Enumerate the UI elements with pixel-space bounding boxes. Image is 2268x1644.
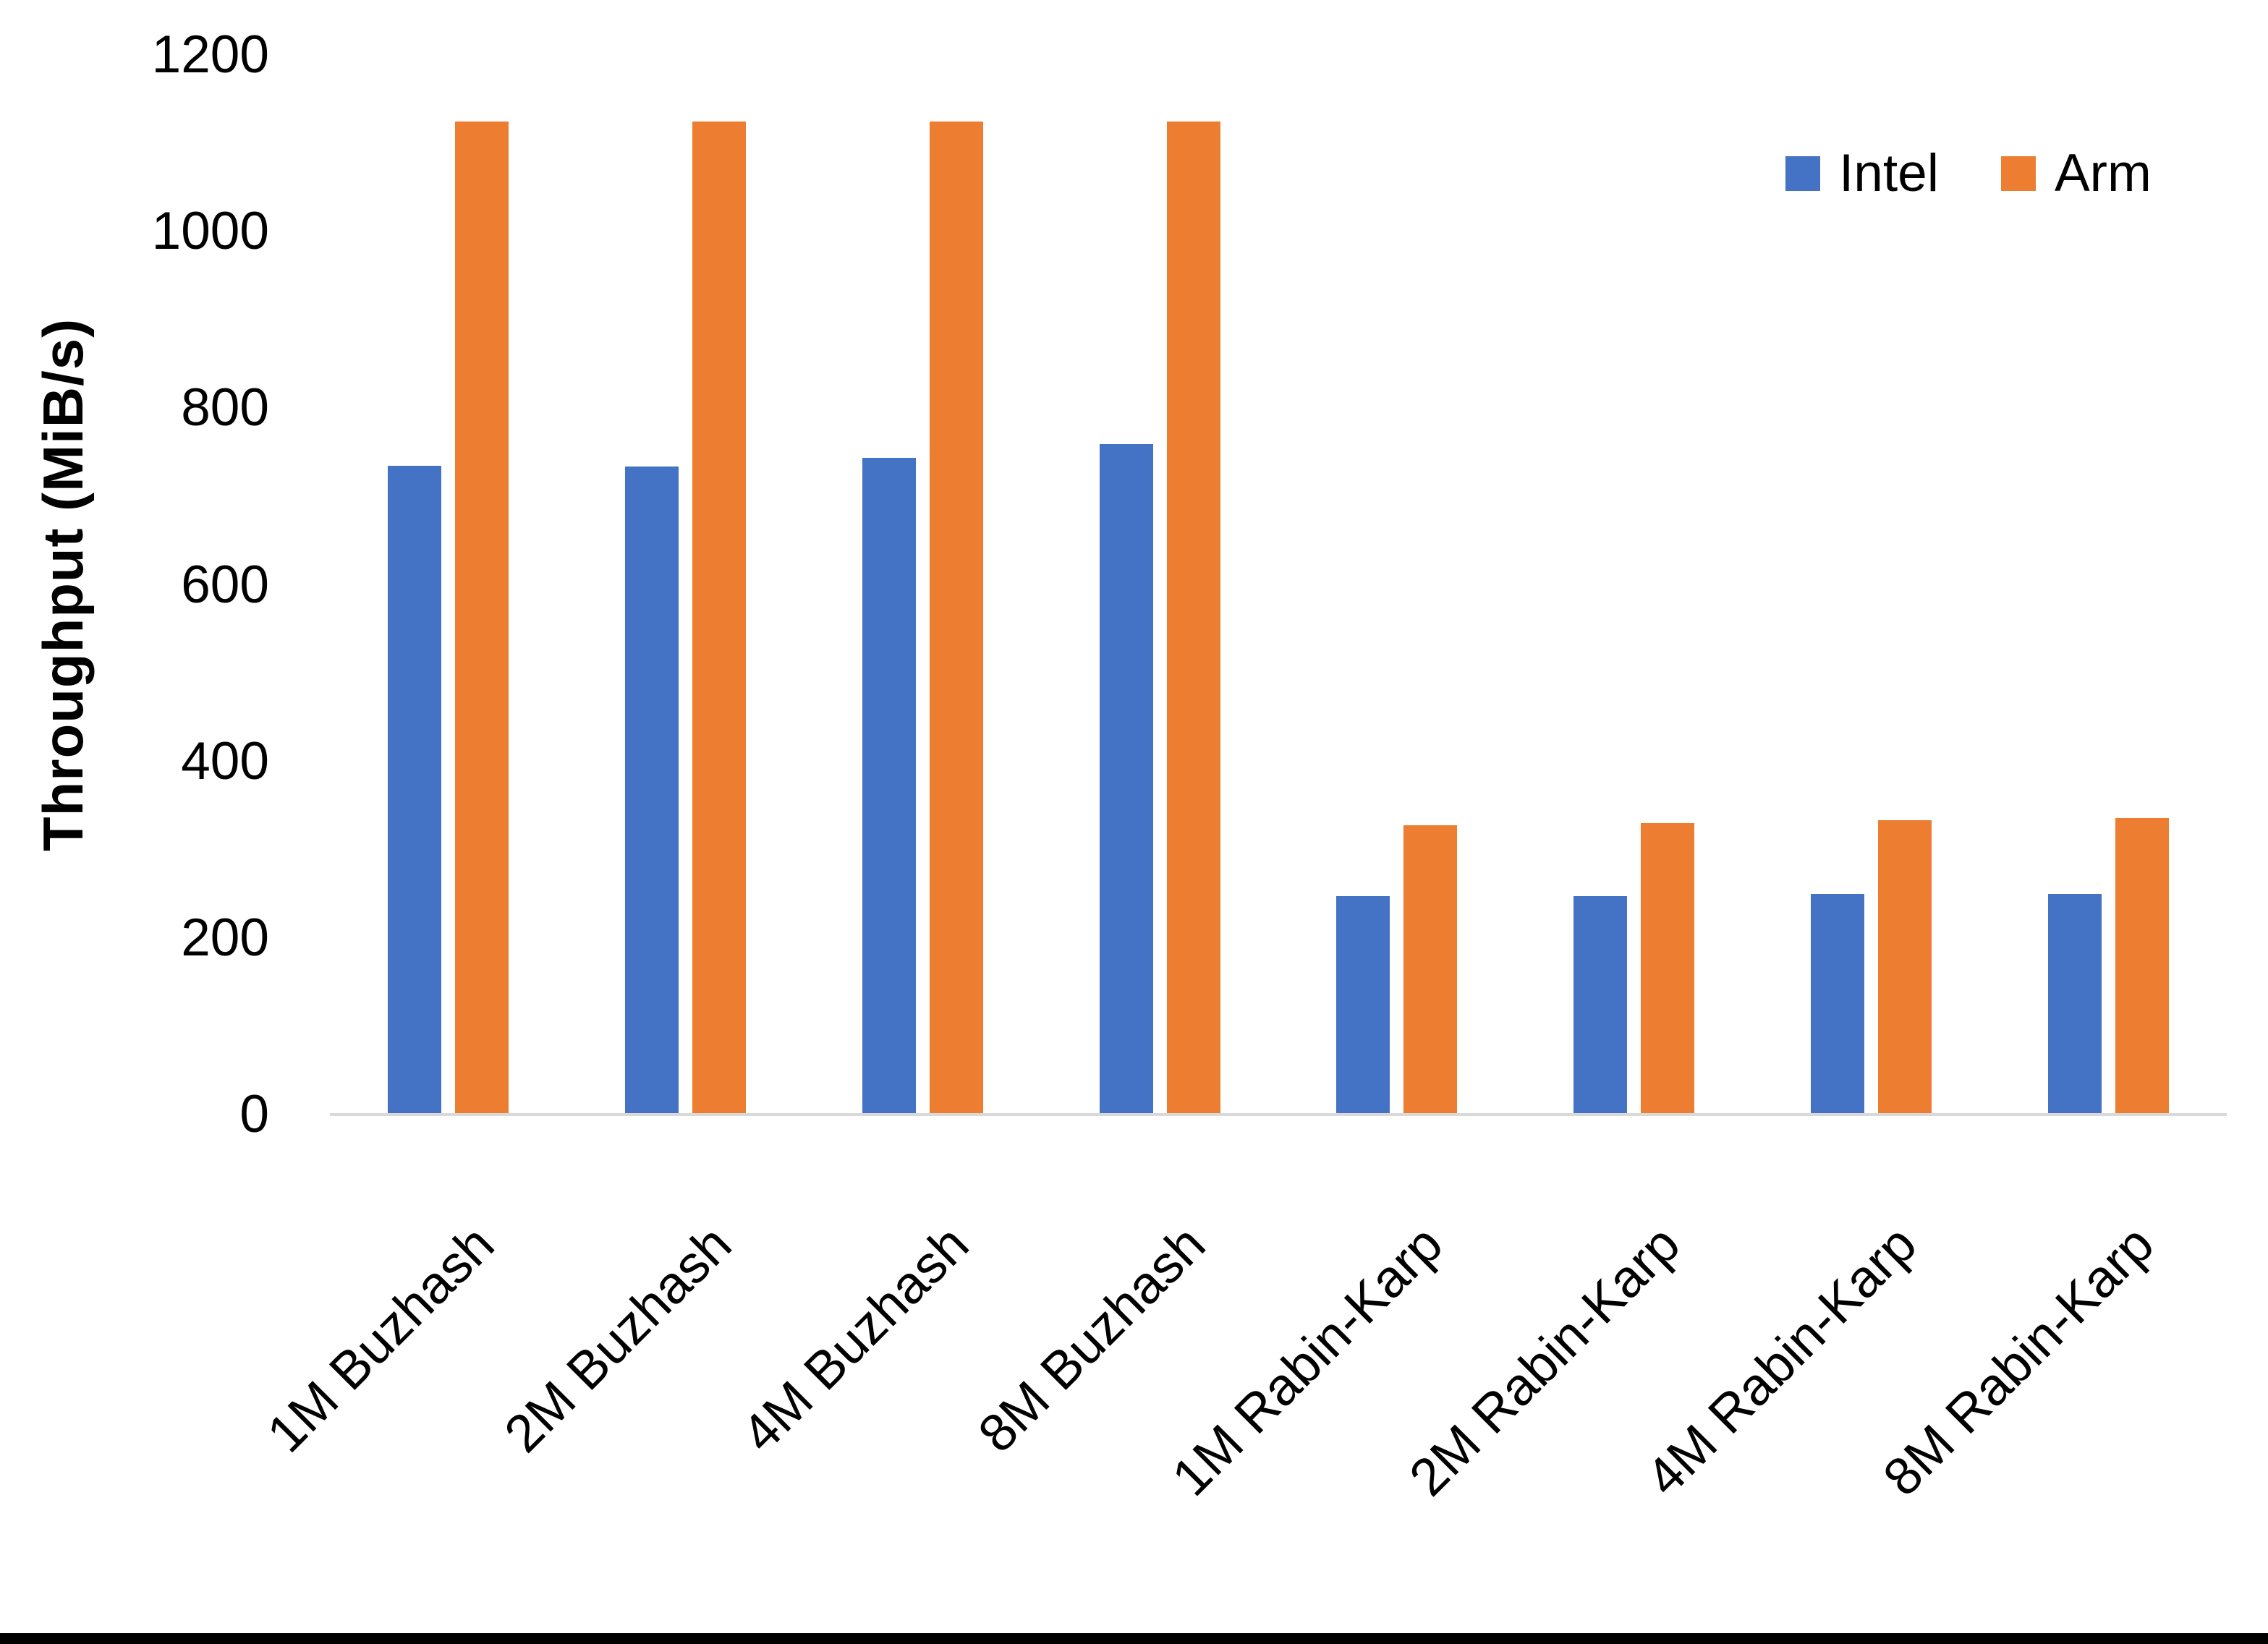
bar-intel xyxy=(1336,896,1390,1115)
category-group xyxy=(1278,55,1516,1115)
bar-intel xyxy=(1810,893,1864,1115)
y-tick-label: 1000 xyxy=(151,202,269,261)
y-tick-label: 400 xyxy=(181,731,269,791)
x-category-label: 8M Buzhash xyxy=(967,1214,1217,1464)
bar-intel xyxy=(1099,444,1153,1115)
y-tick-label: 1200 xyxy=(151,25,269,84)
bar-intel xyxy=(1573,896,1628,1115)
bar-arm xyxy=(1403,825,1458,1115)
category-group xyxy=(804,55,1042,1115)
bar-arm xyxy=(455,121,509,1115)
legend-item-intel: Intel xyxy=(1785,146,1939,201)
bar-arm xyxy=(1166,121,1220,1115)
y-tick-label: 600 xyxy=(181,555,269,614)
bar-intel xyxy=(862,457,916,1115)
x-axis-line xyxy=(330,1113,2227,1116)
legend-item-arm: Arm xyxy=(2000,144,2152,203)
y-tick-label: 800 xyxy=(181,378,269,438)
bar-arm xyxy=(692,121,747,1115)
bottom-border-line xyxy=(0,1633,2268,1644)
y-tick-label: 0 xyxy=(239,1085,269,1143)
category-group xyxy=(1753,55,1990,1115)
bar-intel xyxy=(388,465,442,1115)
x-category-label: 4M Buzhash xyxy=(730,1214,980,1464)
legend: Intel Arm xyxy=(1785,146,2152,201)
bar-arm xyxy=(1877,820,1932,1115)
legend-label: Arm xyxy=(2054,144,2152,203)
category-group xyxy=(567,55,804,1115)
category-group xyxy=(1516,55,1753,1115)
bar-arm xyxy=(2115,817,2169,1115)
category-group xyxy=(330,55,567,1115)
bar-intel xyxy=(2047,893,2102,1115)
legend-swatch-arm xyxy=(2000,156,2036,191)
bar-arm xyxy=(1641,823,1695,1115)
x-category-label: 1M Buzhash xyxy=(256,1214,506,1464)
y-tick-label: 200 xyxy=(181,908,269,967)
legend-label: Intel xyxy=(1839,144,1939,203)
bar-intel xyxy=(625,466,679,1115)
plot-area xyxy=(330,55,2227,1115)
legend-swatch-intel xyxy=(1785,156,1820,191)
x-category-label: 2M Buzhash xyxy=(493,1214,743,1464)
category-group xyxy=(1041,55,1278,1115)
bar-arm xyxy=(929,121,983,1115)
category-group xyxy=(1989,55,2227,1115)
